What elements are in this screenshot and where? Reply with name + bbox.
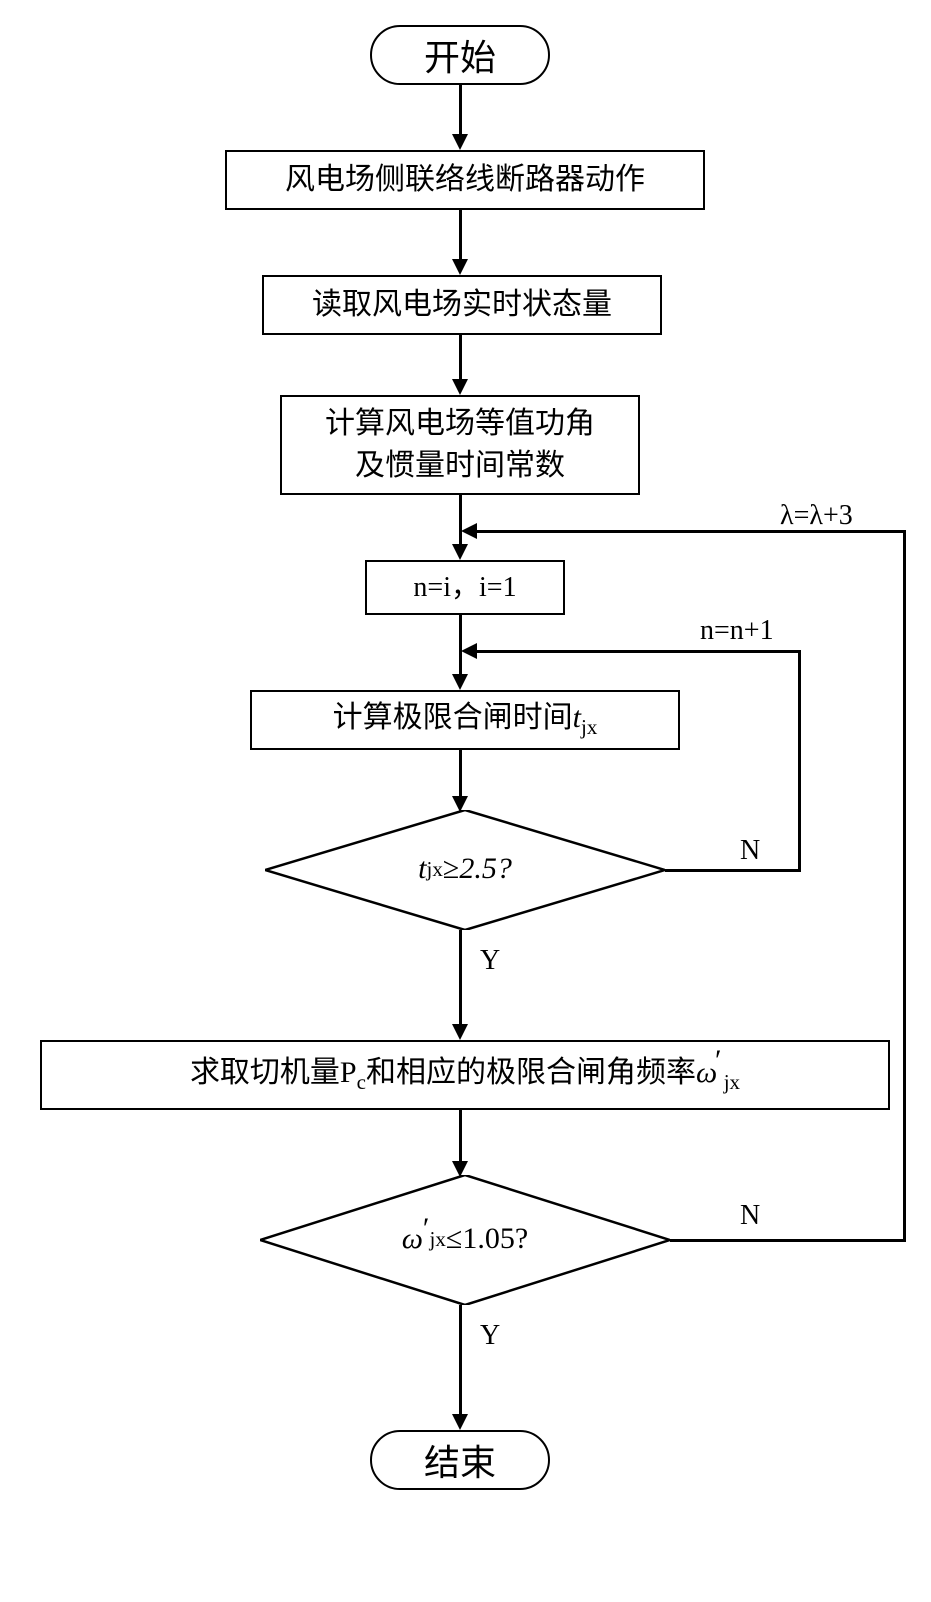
arrow-head [452,259,468,275]
step5-label: 计算极限合闸时间tjx [333,697,598,742]
arrow-line [459,1110,462,1162]
arrow-line [459,335,462,380]
arrow-line [665,869,800,872]
arrow-head [452,1414,468,1430]
step2-node: 读取风电场实时状态量 [262,275,662,335]
step5-node: 计算极限合闸时间tjx [250,690,680,750]
flowchart-container: 开始 风电场侧联络线断路器动作 读取风电场实时状态量 计算风电场等值功角 及惯量… [0,0,931,1602]
arrow-line [670,1239,905,1242]
start-node: 开始 [370,25,550,85]
arrow-line [459,210,462,260]
arrow-head [452,134,468,150]
arrow-line [459,750,462,797]
loop1-label: n=n+1 [700,615,774,647]
arrow-line [459,1305,462,1415]
n-label-1: N [740,835,760,867]
arrow-head [461,523,477,539]
decision2-node: ω′jx≤1.05? [260,1175,670,1305]
arrow-head [452,674,468,690]
arrow-line [903,530,906,1242]
step4-node: n=i，i=1 [365,560,565,615]
arrow-head [452,379,468,395]
step1-label: 风电场侧联络线断路器动作 [285,159,645,201]
step3-node: 计算风电场等值功角 及惯量时间常数 [280,395,640,495]
n-label-2: N [740,1200,760,1232]
step4-label: n=i，i=1 [413,568,516,607]
decision1-node: tjx ≥ 2.5? [265,810,665,930]
decision2-label: ω′jx≤1.05? [260,1222,670,1256]
step3-label-line2: 及惯量时间常数 [355,445,565,487]
arrow-line [477,650,800,653]
arrow-head [452,1024,468,1040]
step6-label: 求取切机量Pc和相应的极限合闸角频率ω′jx [190,1052,740,1097]
y-label-2: Y [480,1320,500,1352]
arrow-head [452,544,468,560]
step3-label-line1: 计算风电场等值功角 [325,403,595,445]
loop2-label: λ=λ+3 [780,500,853,532]
step2-label: 读取风电场实时状态量 [312,284,612,326]
arrow-line [459,85,462,135]
arrow-head [461,643,477,659]
step1-node: 风电场侧联络线断路器动作 [225,150,705,210]
arrow-line [459,930,462,1025]
end-label: 结束 [424,1434,496,1486]
arrow-line [798,650,801,872]
end-node: 结束 [370,1430,550,1490]
start-label: 开始 [424,29,496,81]
decision1-label: tjx ≥ 2.5? [265,852,665,886]
step6-node: 求取切机量Pc和相应的极限合闸角频率ω′jx [40,1040,890,1110]
y-label-1: Y [480,945,500,977]
